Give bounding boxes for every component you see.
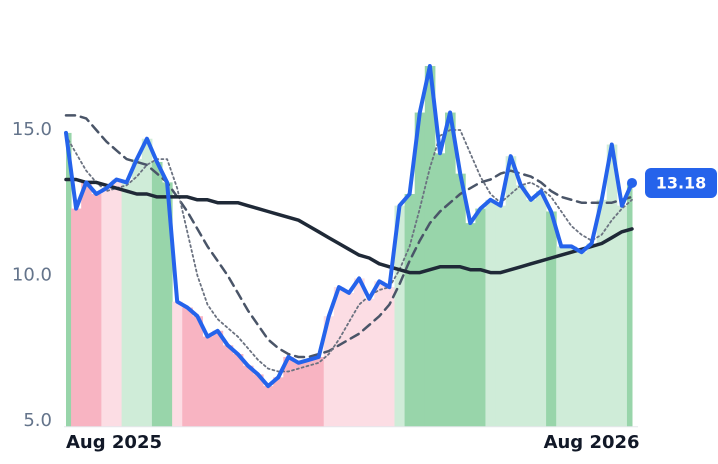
regime-bar (202, 336, 214, 427)
series-line (64, 177, 634, 275)
regime-bar (515, 185, 527, 427)
regime-bar (111, 179, 123, 427)
regime-bar (313, 356, 325, 427)
last-value-label: 13.18 (656, 173, 707, 192)
regime-bar (263, 386, 274, 427)
regime-bar (273, 377, 284, 427)
y-tick-label: 15.0 (12, 119, 52, 140)
regime-bar (354, 278, 365, 427)
regime-bar (424, 65, 436, 427)
regime-bar (485, 199, 497, 427)
regime-bar (455, 173, 466, 427)
regime-bar (525, 199, 537, 427)
regime-bar (252, 374, 264, 427)
last-value-dot (627, 177, 637, 188)
regime-bar (333, 287, 345, 427)
regime-bar (151, 162, 163, 427)
regime-bar (414, 112, 426, 427)
regime-bar (576, 252, 588, 427)
regime-bar (71, 208, 82, 427)
regime-bar (283, 356, 294, 427)
regime-bar (303, 359, 315, 427)
regime-bar (546, 211, 557, 427)
regime-bar (445, 112, 456, 427)
regime-bar (141, 138, 153, 427)
regime-bar (323, 316, 335, 427)
regime-bar (505, 156, 517, 427)
regime-bar (364, 298, 375, 427)
regime-bar (586, 243, 598, 427)
regime-bar (242, 365, 254, 427)
regime-bar (374, 281, 385, 427)
regime-bar (182, 307, 193, 427)
regime-bar (81, 182, 92, 427)
regime-bar (66, 132, 72, 427)
regime-bar (131, 159, 143, 427)
series-line (64, 64, 634, 389)
y-tick-label: 10.0 (12, 264, 52, 285)
regime-bar (556, 246, 567, 427)
regime-bar (172, 301, 183, 427)
regime-bar (384, 287, 395, 427)
x-tick-label: Aug 2026 (544, 432, 640, 453)
regime-bar (626, 182, 633, 427)
regime-bar (101, 188, 112, 427)
regime-bar (434, 153, 446, 427)
regime-bar (616, 205, 628, 427)
regime-bar (91, 194, 102, 427)
series-line (64, 114, 634, 359)
regime-bar (566, 246, 577, 427)
regime-bar (596, 199, 608, 427)
regime-bar (535, 191, 547, 427)
y-tick-label: 5.0 (23, 410, 52, 431)
x-tick-label: Aug 2025 (66, 432, 162, 453)
series-line (65, 129, 633, 373)
regime-bar (465, 223, 476, 427)
regime-bar (222, 345, 234, 427)
regime-bar (343, 292, 355, 427)
regime-bar (495, 205, 507, 427)
regime-bar (121, 182, 133, 427)
regime-bar (606, 144, 618, 427)
regime-bar (192, 316, 203, 427)
regime-bar (162, 182, 173, 427)
regime-bar (404, 194, 416, 427)
regime-bar (394, 205, 406, 427)
regime-bar (293, 362, 305, 427)
last-value-badge (645, 167, 717, 198)
regime-bar (212, 330, 224, 427)
regime-bar (232, 354, 244, 427)
regime-bar (475, 208, 486, 427)
